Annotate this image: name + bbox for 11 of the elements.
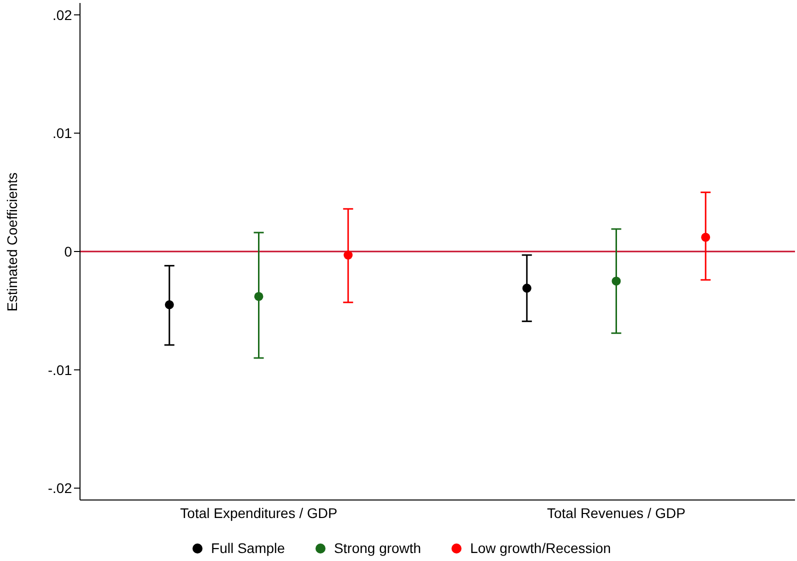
x-tick-label: Total Revenues / GDP xyxy=(546,504,686,521)
legend-label: Full Sample xyxy=(211,540,285,556)
y-tick-label: .02 xyxy=(52,6,72,23)
y-tick-label: 0 xyxy=(64,243,72,260)
y-axis-title: Estimated Coefficients xyxy=(4,172,20,312)
y-tick-label: -.01 xyxy=(48,362,72,378)
legend-label: Strong growth xyxy=(334,540,422,556)
legend-label: Low growth/Recession xyxy=(470,540,611,556)
x-tick-label: Total Expenditures / GDP xyxy=(180,504,338,521)
y-tick-label: .01 xyxy=(52,125,72,142)
y-tick-label: -.02 xyxy=(48,480,72,496)
